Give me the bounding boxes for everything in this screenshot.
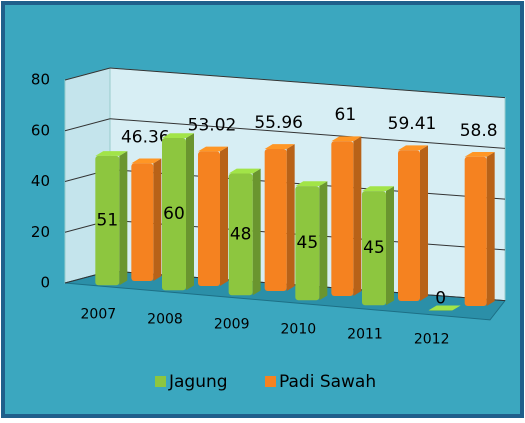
x-tick-label: 2008 xyxy=(147,312,183,328)
bar-top xyxy=(295,181,328,187)
bar-side xyxy=(186,133,194,291)
bar xyxy=(198,151,220,286)
x-tick-label: 2009 xyxy=(214,317,250,333)
value-label: 48 xyxy=(230,224,252,244)
value-label: 45 xyxy=(363,238,385,258)
grid-line xyxy=(64,67,111,81)
x-tick-label: 2007 xyxy=(81,307,117,323)
legend-label: Jagung xyxy=(168,372,228,392)
bar-top xyxy=(131,158,162,164)
bar xyxy=(464,156,487,306)
bar-side xyxy=(252,168,261,296)
bar-side xyxy=(420,145,428,301)
bar xyxy=(362,191,386,306)
value-label: 53.02 xyxy=(188,115,237,135)
bar-top xyxy=(95,151,128,156)
legend-swatch xyxy=(265,376,276,387)
bar-top xyxy=(228,168,261,174)
x-tick-label: 2010 xyxy=(281,322,317,338)
grid-line xyxy=(109,118,506,149)
bar-top xyxy=(162,133,194,139)
bar xyxy=(428,310,453,311)
value-label: 45 xyxy=(297,233,319,253)
bar xyxy=(162,138,186,291)
bar xyxy=(264,148,287,291)
value-label: 55.96 xyxy=(254,113,303,133)
bar-side xyxy=(319,181,328,301)
y-tick-label: 60 xyxy=(31,121,50,139)
bar-top xyxy=(428,305,461,311)
bar xyxy=(131,163,154,281)
bar-top xyxy=(398,145,428,151)
value-label: 61 xyxy=(335,105,357,125)
y-tick-label: 80 xyxy=(31,71,50,89)
value-label: 46.36 xyxy=(121,127,170,147)
value-label: 51 xyxy=(97,211,119,231)
legend-swatch xyxy=(155,376,166,387)
bar xyxy=(95,155,120,286)
bar-side xyxy=(153,158,162,281)
bar xyxy=(398,150,420,301)
bar-side xyxy=(286,144,295,291)
value-label: 58.8 xyxy=(460,121,498,141)
bar-side xyxy=(386,186,394,306)
legend-label: Padi Sawah xyxy=(279,372,376,392)
bar-top xyxy=(362,186,394,192)
bar xyxy=(228,173,253,296)
bar-top xyxy=(331,136,362,142)
bar-top xyxy=(464,151,495,157)
x-tick-label: 2012 xyxy=(414,332,450,348)
y-tick-label: 20 xyxy=(31,223,50,241)
bar-top xyxy=(198,146,228,152)
bar-side xyxy=(220,146,228,286)
grid-line xyxy=(109,67,506,99)
y-tick-label: 40 xyxy=(31,172,50,190)
value-label: 59.41 xyxy=(388,114,437,134)
bar-side xyxy=(486,151,495,306)
y-tick-label: 0 xyxy=(40,274,50,292)
bar xyxy=(295,186,320,301)
grid-line xyxy=(64,118,111,132)
bar-side xyxy=(119,151,128,286)
value-label: 60 xyxy=(163,204,185,224)
bar-side xyxy=(353,136,362,296)
bar xyxy=(331,141,354,296)
value-label: 0 xyxy=(435,288,446,308)
bar-top xyxy=(264,144,295,149)
x-tick-label: 2011 xyxy=(347,327,383,343)
